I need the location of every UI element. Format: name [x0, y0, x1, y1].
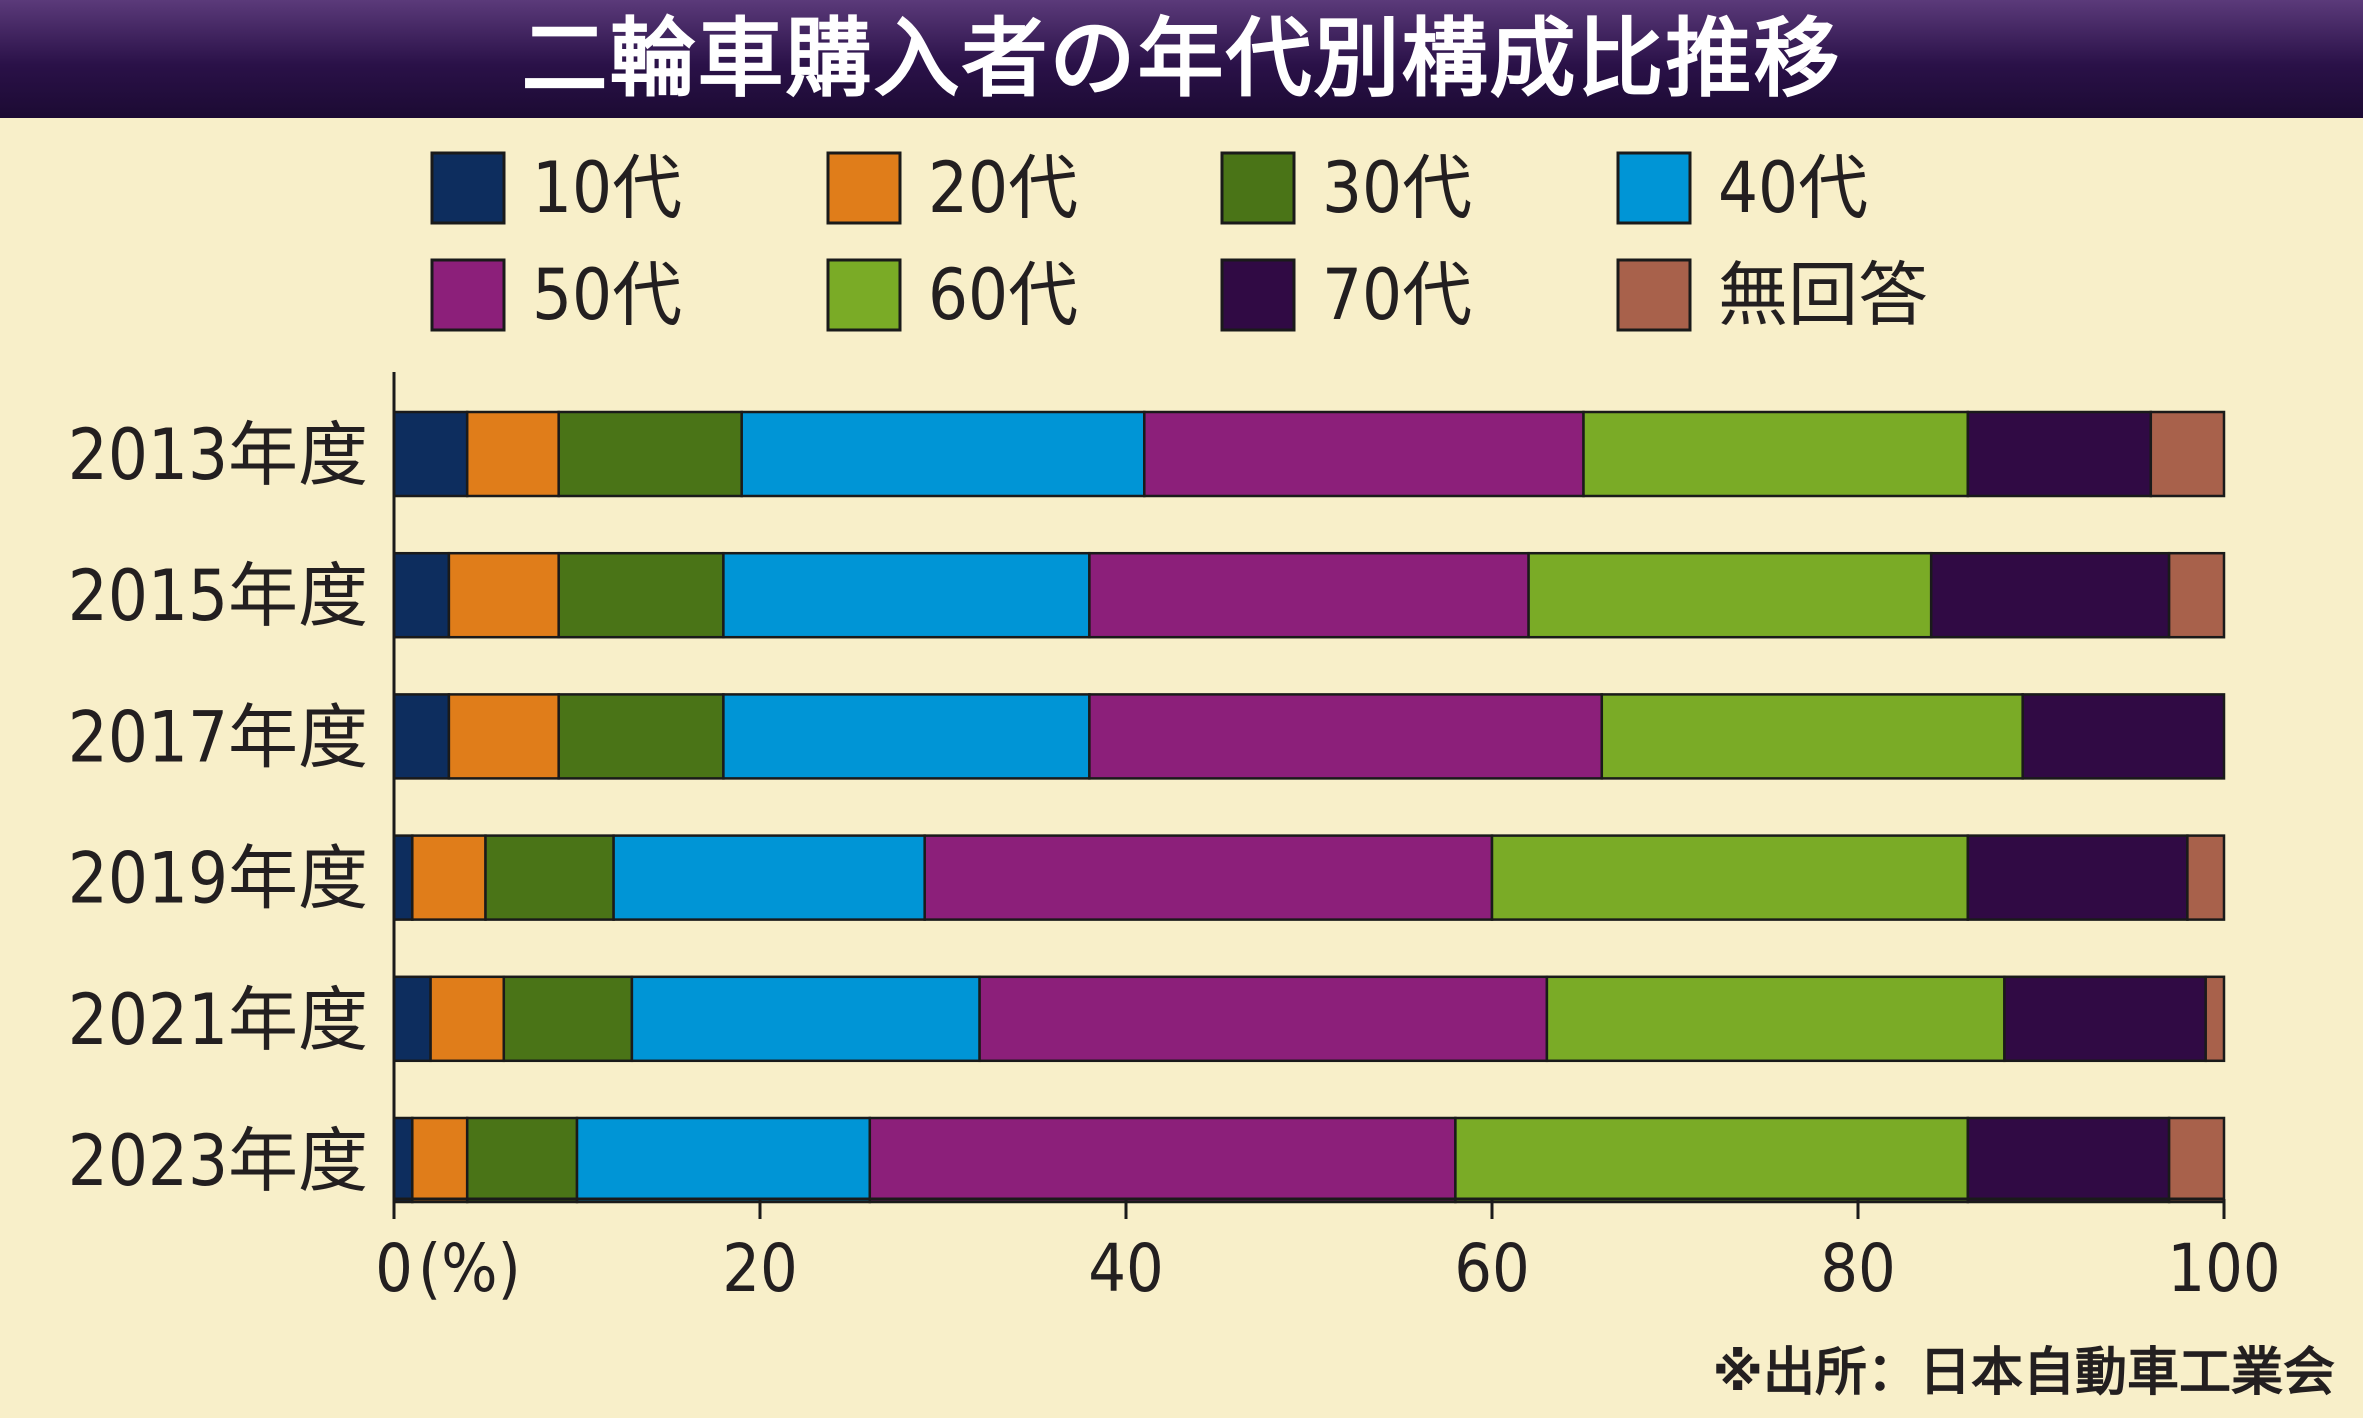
legend-label-7: 無回答 — [1718, 254, 1928, 336]
bar-segment-3-6 — [1966, 834, 2189, 921]
bar-segment-5-6 — [1966, 1116, 2171, 1204]
bar-segment-0-6 — [1966, 410, 2153, 498]
bar-segment-1-3 — [722, 551, 1091, 639]
bar-segment-2-6 — [2021, 693, 2226, 780]
legend-swatch-2 — [1220, 151, 1296, 225]
x-tick-label-5: 100 — [2167, 1230, 2280, 1307]
bar-segment-0-7 — [2149, 410, 2226, 498]
bar-segment-1-5 — [1527, 551, 1933, 639]
legend-swatch-5 — [826, 258, 902, 332]
bar-segment-0-0 — [392, 410, 469, 498]
bar-segment-4-7 — [2204, 975, 2226, 1063]
bar-segment-1-7 — [2167, 551, 2226, 639]
category-label-4: 2021年度 — [68, 979, 368, 1061]
legend-label-0: 10代 — [532, 147, 682, 229]
category-label-5: 2023年度 — [68, 1120, 368, 1202]
x-axis-unit: (%) — [418, 1230, 521, 1307]
bar-segment-2-3 — [722, 693, 1091, 780]
category-label-0: 2013年度 — [68, 414, 368, 496]
bar-segment-3-0 — [392, 834, 414, 921]
legend-label-3: 40代 — [1718, 147, 1868, 229]
category-label-1: 2015年度 — [68, 555, 368, 637]
legend-swatch-4 — [430, 258, 506, 332]
legend-swatch-7 — [1616, 258, 1692, 332]
x-tick-label-2: 40 — [1088, 1230, 1164, 1307]
bar-segment-3-3 — [612, 834, 926, 921]
legend-swatch-0 — [430, 151, 506, 225]
legend-swatch-1 — [826, 151, 902, 225]
bar-segment-4-3 — [630, 975, 981, 1063]
category-label-3: 2019年度 — [68, 838, 368, 920]
title-bar — [0, 0, 2363, 118]
bar-segment-4-0 — [392, 975, 432, 1063]
bar-segment-4-1 — [429, 975, 506, 1063]
bar-segment-0-5 — [1582, 410, 1970, 498]
legend-swatch-6 — [1220, 258, 1296, 332]
bar-segment-3-7 — [2186, 834, 2226, 921]
source-note: ※出所：日本自動車工業会 — [1712, 1343, 2335, 1403]
legend-label-6: 70代 — [1322, 254, 1472, 336]
x-tick-label-3: 60 — [1454, 1230, 1530, 1307]
bar-segment-3-4 — [923, 834, 1494, 921]
bar-segment-2-0 — [392, 693, 451, 780]
x-tick-label-4: 80 — [1820, 1230, 1896, 1307]
legend-label-1: 20代 — [928, 147, 1078, 229]
bar-segment-0-3 — [740, 410, 1146, 498]
bar-segment-4-2 — [502, 975, 634, 1063]
legend-label-4: 50代 — [532, 254, 682, 336]
bar-segment-4-6 — [2003, 975, 2207, 1063]
bar-segment-3-5 — [1490, 834, 1970, 921]
bar-segment-1-1 — [447, 551, 560, 639]
bar-segment-0-1 — [465, 410, 560, 498]
legend-swatch-3 — [1616, 151, 1692, 225]
legend-label-5: 60代 — [928, 254, 1078, 336]
x-tick-label-1: 20 — [722, 1230, 798, 1307]
bar-segment-4-4 — [978, 975, 1549, 1063]
bar-segment-2-1 — [447, 693, 560, 780]
bar-segment-0-4 — [1143, 410, 1585, 498]
bar-segment-5-7 — [2167, 1116, 2226, 1204]
bar-segment-1-4 — [1088, 551, 1530, 639]
bar-segment-5-3 — [575, 1116, 872, 1204]
bar-segment-5-5 — [1454, 1116, 1970, 1204]
bar-segment-5-1 — [411, 1116, 469, 1204]
chart-title: 二輪車購入者の年代別構成比推移 — [521, 9, 1842, 109]
bar-segment-1-2 — [557, 551, 725, 639]
bar-segment-2-2 — [557, 693, 725, 780]
legend-label-2: 30代 — [1322, 147, 1472, 229]
bar-segment-3-2 — [484, 834, 615, 921]
bar-segment-1-0 — [392, 551, 451, 639]
category-label-2: 2017年度 — [68, 696, 368, 778]
bar-segment-2-5 — [1600, 693, 2024, 780]
x-tick-label-0: 0 — [375, 1230, 413, 1307]
bar-segment-1-6 — [1929, 551, 2171, 639]
bar-segment-2-4 — [1088, 693, 1604, 780]
bar-segment-5-0 — [392, 1116, 414, 1204]
bar-segment-3-1 — [411, 834, 487, 921]
bar-segment-5-4 — [868, 1116, 1457, 1204]
bar-segment-0-2 — [557, 410, 743, 498]
bar-segment-4-5 — [1545, 975, 2006, 1063]
bar-segment-5-2 — [465, 1116, 579, 1204]
